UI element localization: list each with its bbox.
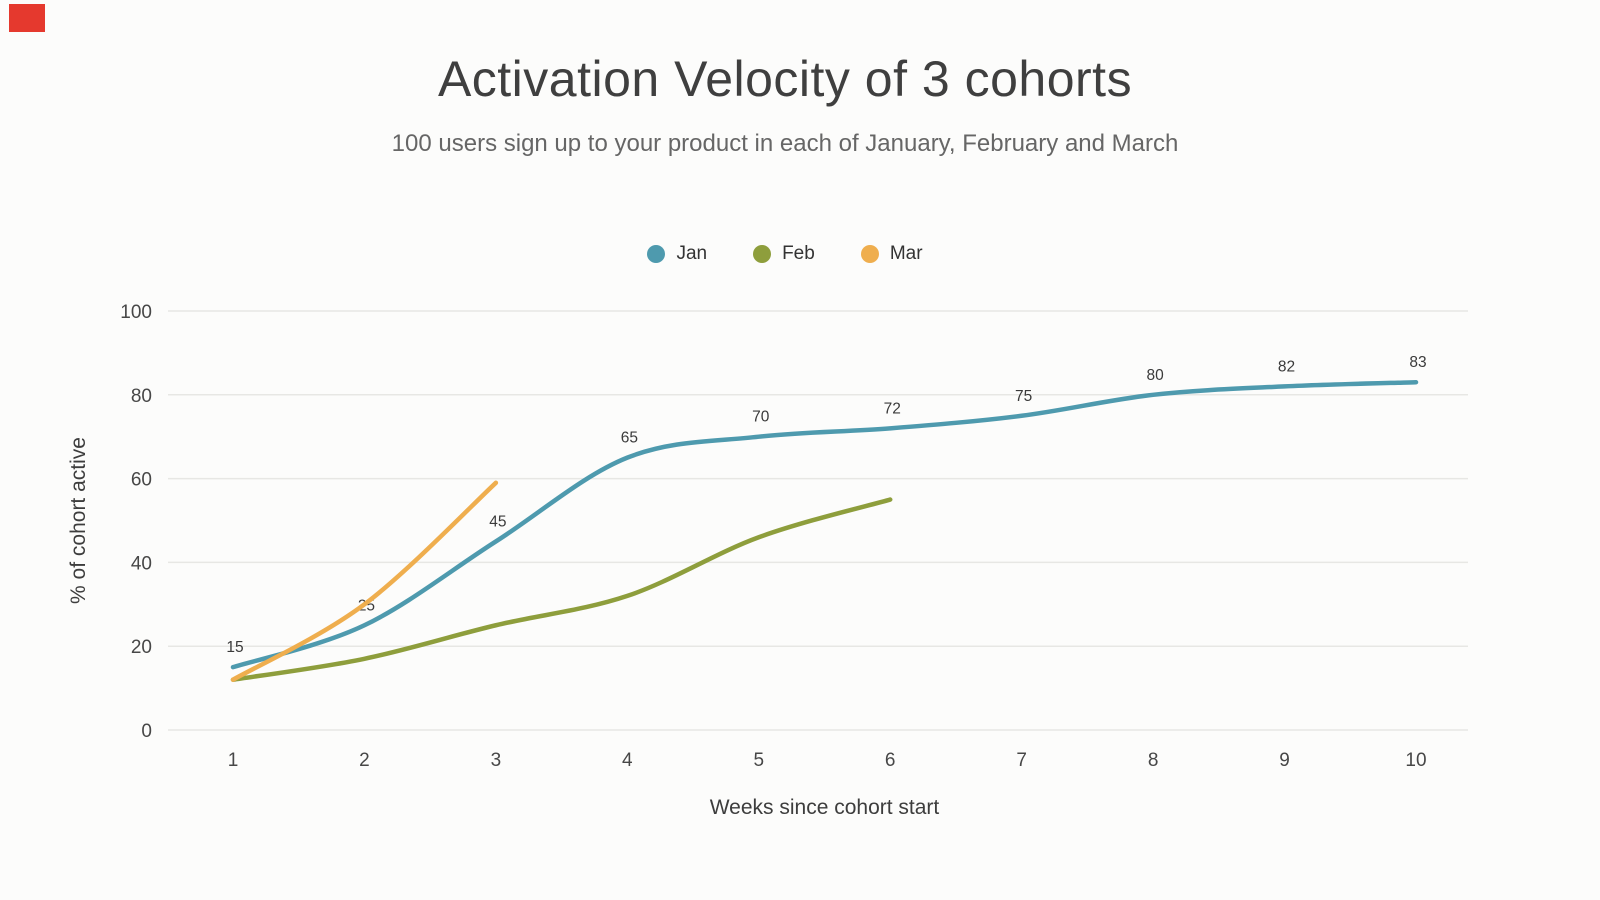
y-tick-label: 60 xyxy=(131,470,152,491)
x-axis-title: Weeks since cohort start xyxy=(710,796,940,819)
x-tick-label: 2 xyxy=(359,750,370,771)
y-axis-title: % of cohort active xyxy=(67,437,90,604)
point-label-jan-9: 82 xyxy=(1278,358,1295,375)
legend-item-feb: Feb xyxy=(753,243,815,265)
x-tick-label: 4 xyxy=(622,750,633,771)
legend-label-jan: Jan xyxy=(676,243,708,264)
legend-dot-mar xyxy=(860,245,879,263)
x-tick-label: 6 xyxy=(885,750,896,771)
point-label-jan-7: 75 xyxy=(1015,388,1032,405)
point-label-jan-8: 80 xyxy=(1146,367,1164,384)
x-tick-label: 1 xyxy=(228,750,239,771)
point-label-jan-6: 72 xyxy=(884,400,901,417)
series-line-feb xyxy=(230,497,893,682)
legend-item-jan: Jan xyxy=(647,243,707,265)
y-tick-label: 40 xyxy=(131,553,152,574)
y-tick-label: 20 xyxy=(131,637,152,658)
legend-dot-feb xyxy=(753,245,772,263)
series-line-mar xyxy=(230,480,499,682)
x-tick-label: 7 xyxy=(1016,750,1027,771)
y-tick-label: 80 xyxy=(131,386,152,407)
legend-dot-jan xyxy=(647,245,666,263)
y-tick-label: 100 xyxy=(120,302,152,323)
series-line-jan xyxy=(230,379,1419,670)
point-label-jan-4: 65 xyxy=(621,430,638,447)
legend: Jan Feb Mar xyxy=(0,243,1570,265)
x-tick-label: 10 xyxy=(1405,750,1426,771)
legend-label-mar: Mar xyxy=(889,243,923,264)
x-tick-label: 9 xyxy=(1279,750,1290,771)
x-tick-label: 5 xyxy=(753,750,764,771)
point-label-jan-3: 45 xyxy=(489,513,506,530)
y-tick-label: 0 xyxy=(141,721,152,742)
point-label-jan-1: 15 xyxy=(226,639,243,656)
point-label-jan-5: 70 xyxy=(752,409,770,426)
chart-subtitle: 100 users sign up to your product in eac… xyxy=(391,130,1179,157)
red-corner-marker xyxy=(9,4,45,32)
legend-item-mar: Mar xyxy=(860,243,923,265)
legend-label-feb: Feb xyxy=(782,243,815,264)
chart-title: Activation Velocity of 3 cohorts xyxy=(437,51,1133,107)
point-label-jan-10: 83 xyxy=(1409,354,1426,371)
x-tick-label: 8 xyxy=(1148,750,1159,771)
x-tick-label: 3 xyxy=(491,750,502,771)
